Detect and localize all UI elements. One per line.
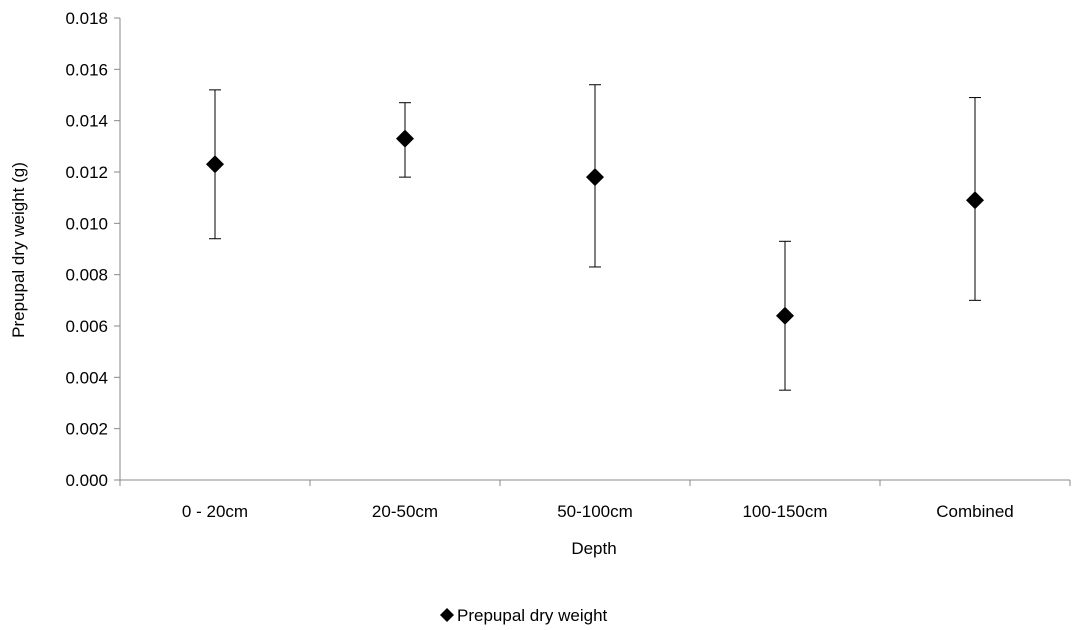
x-axis: 0 - 20cm 20-50cm 50-100cm 100-150cm Combined bbox=[119, 479, 1071, 521]
y-tick-label: 0.002 bbox=[65, 420, 108, 439]
x-tick-label: Combined bbox=[936, 502, 1014, 521]
y-tick-label: 0.014 bbox=[65, 112, 108, 131]
y-tick-label: 0.004 bbox=[65, 368, 108, 387]
x-tick-label: 50-100cm bbox=[557, 502, 633, 521]
error-bars bbox=[209, 84, 981, 391]
y-axis: 0.000 0.002 0.004 0.006 0.008 0.010 0.012 0.014… bbox=[65, 9, 121, 490]
y-tick-label: 0.010 bbox=[65, 214, 108, 233]
x-tick-label: 20-50cm bbox=[372, 502, 438, 521]
data-point-diamond bbox=[206, 155, 224, 174]
x-tick-label: 100-150cm bbox=[742, 502, 827, 521]
x-tick-label: 0 - 20cm bbox=[182, 502, 248, 521]
data-point-diamond bbox=[776, 306, 794, 325]
y-tick-label: 0.000 bbox=[65, 471, 108, 490]
y-tick-label: 0.012 bbox=[65, 163, 108, 182]
data-point-diamond bbox=[586, 168, 604, 187]
legend-diamond-icon bbox=[440, 608, 454, 622]
data-markers bbox=[206, 129, 984, 325]
legend: Prepupal dry weight bbox=[440, 606, 608, 625]
data-point-diamond bbox=[966, 191, 984, 210]
y-tick-label: 0.018 bbox=[65, 9, 108, 28]
y-tick-label: 0.006 bbox=[65, 317, 108, 336]
y-tick-label: 0.016 bbox=[65, 60, 108, 79]
x-axis-title: Depth bbox=[571, 539, 616, 558]
data-point-diamond bbox=[396, 129, 414, 148]
y-axis-title: Prepupal dry weight (g) bbox=[9, 162, 28, 338]
legend-label: Prepupal dry weight bbox=[457, 606, 608, 625]
y-tick-label: 0.008 bbox=[65, 266, 108, 285]
